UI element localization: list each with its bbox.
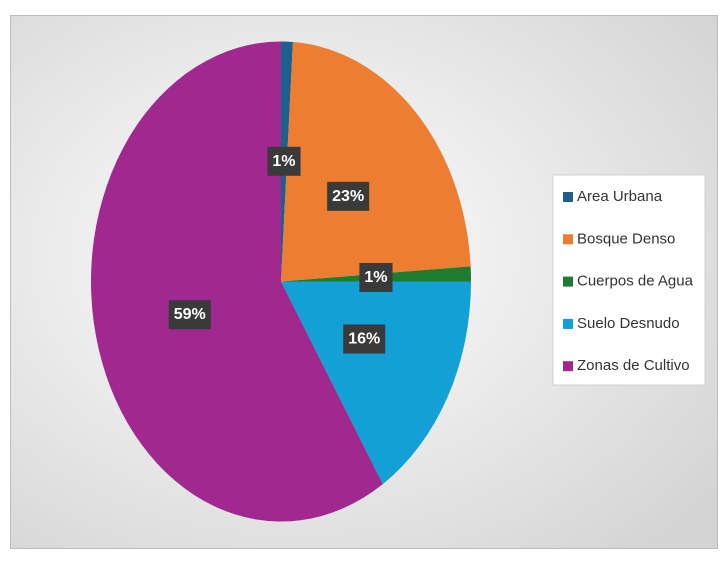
legend-swatch	[563, 234, 573, 245]
data-label-box	[359, 262, 393, 292]
legend-label: Cuerpos de Agua	[577, 273, 694, 290]
data-label: 1%	[272, 153, 295, 170]
legend-label: Suelo Desnudo	[577, 315, 680, 332]
legend-swatch	[563, 276, 573, 287]
legend-box	[552, 174, 706, 386]
data-label: 59%	[174, 306, 206, 323]
legend-label: Bosque Denso	[577, 230, 675, 247]
data-label-box	[343, 324, 386, 354]
legend-swatch	[563, 192, 573, 202]
labels: 1% 23% 1% 16% 59%	[168, 146, 393, 354]
legend-label: Zonas de Cultivo	[577, 357, 690, 374]
pie-slice	[281, 281, 472, 485]
legend-swatch	[563, 361, 573, 372]
pie-slice	[281, 41, 471, 282]
pie-slice	[91, 41, 383, 522]
data-label-box	[168, 300, 211, 330]
data-label: 1%	[364, 269, 387, 286]
data-label-box	[267, 146, 301, 176]
data-label-box	[327, 181, 370, 211]
pie	[91, 41, 472, 522]
data-label: 23%	[332, 188, 364, 205]
data-label: 16%	[348, 331, 380, 348]
legend: Area Urbana Bosque Denso Cuerpos de Agua Su…	[563, 188, 694, 374]
legend-swatch	[563, 318, 573, 329]
legend-label: Area Urbana	[577, 188, 663, 205]
